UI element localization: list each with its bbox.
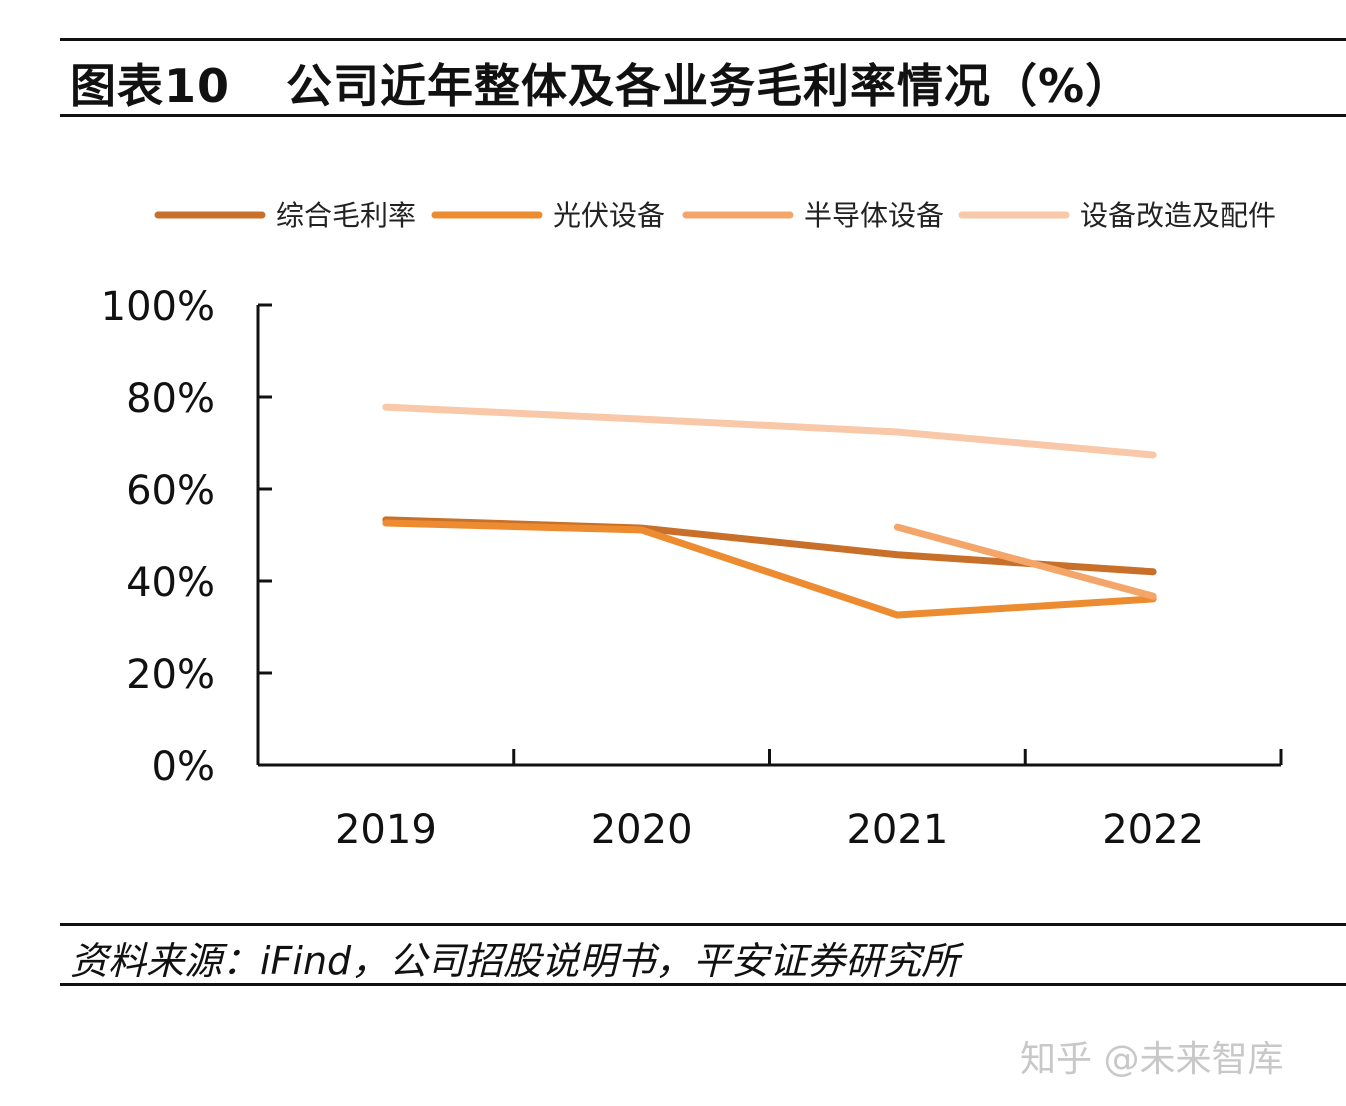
series-line-半导体设备 — [893, 523, 1157, 600]
x-tick-label: 2019 — [335, 807, 437, 853]
line-chart: 综合毛利率 光伏设备 半导体设备 设备改造及配件 0% 20% 40% 60% 80% 100%… — [101, 199, 1283, 853]
top-rule — [60, 38, 1346, 41]
title-rule — [60, 114, 1346, 117]
figure-title: 图表10 公司近年整体及各业务毛利率情况（%） — [70, 50, 1132, 116]
y-tick-label: 60% — [126, 468, 215, 514]
source-note: 资料来源：iFind，公司招股说明书，平安证券研究所 — [70, 939, 960, 983]
y-tick-label: 100% — [101, 284, 215, 330]
legend-label: 综合毛利率 — [276, 199, 416, 232]
figure-number: 图表10 — [70, 59, 231, 113]
y-tick-label: 40% — [126, 560, 215, 606]
series-line-设备改造及配件 — [382, 403, 1157, 459]
axes: 0% 20% 40% 60% 80% 100% 2019 2020 2021 2022 — [101, 284, 1283, 853]
legend-label: 设备改造及配件 — [1080, 199, 1276, 232]
figure-title-text: 公司近年整体及各业务毛利率情况（%） — [286, 59, 1133, 113]
watermark: 知乎 @未来智库 — [1020, 1039, 1284, 1080]
series-line-光伏设备 — [382, 519, 1157, 619]
legend-label: 半导体设备 — [804, 199, 944, 232]
y-tick-label: 20% — [126, 652, 215, 698]
y-tick-label: 80% — [126, 376, 215, 422]
x-tick-label: 2021 — [846, 807, 948, 853]
legend-label: 光伏设备 — [553, 199, 665, 232]
series-lines — [382, 403, 1157, 619]
y-tick-label: 0% — [152, 744, 215, 790]
legend: 综合毛利率 光伏设备 半导体设备 设备改造及配件 — [154, 199, 1276, 232]
source-top-rule — [60, 923, 1346, 926]
x-tick-label: 2020 — [591, 807, 693, 853]
x-tick-label: 2022 — [1102, 807, 1204, 853]
source-bottom-rule — [60, 983, 1346, 986]
